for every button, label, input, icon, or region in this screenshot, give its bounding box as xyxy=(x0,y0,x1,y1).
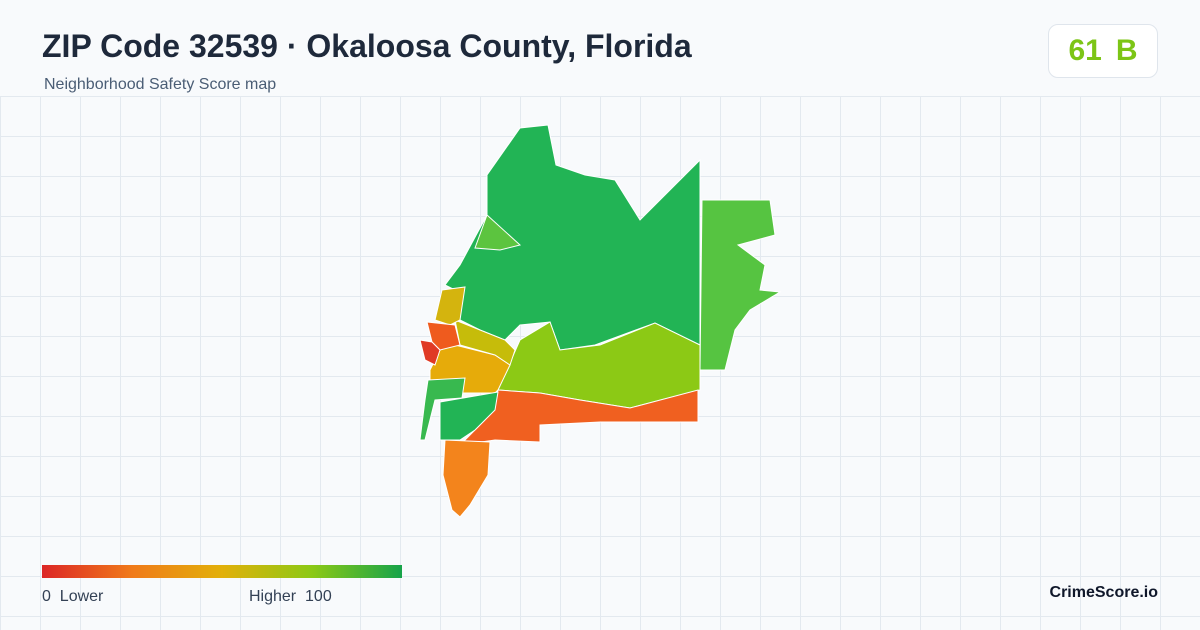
score-value: 61 xyxy=(1068,34,1102,67)
score-badge: 61 B xyxy=(1048,24,1158,78)
legend-max-value: 100 xyxy=(305,588,332,605)
subtitle: Neighborhood Safety Score map xyxy=(44,76,277,93)
legend-max: Higher 100 xyxy=(249,588,332,606)
region xyxy=(419,339,441,366)
region xyxy=(699,199,782,371)
score-grade: B xyxy=(1115,34,1138,67)
legend-min: 0 Lower xyxy=(42,588,103,606)
legend-gradient xyxy=(42,565,402,578)
region xyxy=(474,214,522,251)
region xyxy=(442,439,491,518)
legend-min-label: Lower xyxy=(59,588,104,605)
brand: CrimeScore.io xyxy=(1049,584,1158,601)
legend-min-value: 0 xyxy=(42,588,51,605)
title: ZIP Code 32539 · Okaloosa County, Florid… xyxy=(42,28,692,64)
region xyxy=(426,321,461,351)
legend-max-label: Higher xyxy=(249,588,297,605)
region xyxy=(454,319,516,366)
region xyxy=(419,377,466,441)
region xyxy=(439,391,499,441)
region xyxy=(434,286,466,326)
